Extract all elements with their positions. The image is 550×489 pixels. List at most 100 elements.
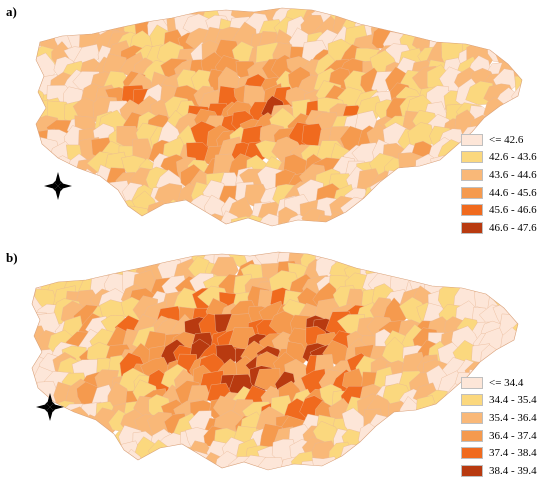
borough-polygon — [2, 434, 28, 462]
north-arrow-compass-icon — [36, 393, 64, 426]
borough-polygon — [36, 46, 38, 74]
borough-polygon — [495, 344, 518, 374]
borough-polygon — [48, 220, 78, 226]
borough-polygon — [32, 319, 35, 344]
borough-polygon — [428, 231, 451, 244]
borough-polygon — [6, 357, 32, 379]
legend-label: 37.4 - 38.4 — [489, 447, 537, 460]
borough-polygon — [372, 446, 398, 470]
borough-polygon — [190, 252, 214, 254]
borough-polygon — [4, 210, 32, 234]
borough-polygon — [59, 8, 88, 12]
legend-item: <= 34.4 — [461, 374, 537, 392]
borough-polygon — [157, 474, 183, 489]
borough-polygon — [120, 252, 143, 259]
borough-polygon — [73, 442, 105, 467]
borough-polygon — [212, 228, 241, 245]
borough-polygon — [32, 287, 33, 315]
borough-polygon — [341, 252, 370, 261]
borough-polygon — [510, 276, 518, 299]
borough-polygon — [143, 224, 169, 226]
borough-polygon — [260, 228, 283, 244]
borough-polygon — [107, 252, 134, 273]
borough-polygon — [383, 448, 413, 470]
borough-polygon — [390, 252, 415, 270]
borough-polygon — [275, 469, 301, 470]
borough-polygon — [11, 261, 32, 284]
borough-polygon — [121, 224, 148, 226]
legend-label: <= 42.6 — [489, 133, 524, 146]
borough-polygon — [76, 212, 104, 226]
borough-polygon — [117, 8, 141, 13]
borough-polygon — [90, 8, 118, 13]
borough-polygon — [511, 340, 518, 372]
borough-polygon — [110, 471, 133, 489]
borough-polygon — [510, 252, 518, 271]
borough-polygon — [341, 468, 368, 470]
borough-polygon — [328, 222, 351, 226]
borough-polygon — [460, 260, 484, 283]
borough-polygon — [91, 432, 120, 457]
legend-item: 43.6 - 44.6 — [461, 166, 537, 184]
borough-polygon — [501, 8, 522, 29]
legend-swatch — [461, 186, 483, 199]
legend-item: 35.4 - 36.4 — [461, 409, 537, 427]
borough-polygon — [180, 252, 203, 258]
borough-polygon — [48, 252, 75, 275]
borough-polygon — [375, 252, 402, 272]
borough-polygon — [371, 432, 397, 456]
borough-polygon — [36, 8, 46, 28]
map-outline — [31, 251, 519, 471]
borough-polygon — [457, 15, 486, 44]
borough-polygon — [469, 252, 497, 260]
borough-polygon — [136, 252, 159, 258]
borough-polygon — [39, 8, 64, 18]
borough-polygon — [35, 252, 64, 274]
borough-polygon — [32, 252, 44, 266]
borough-polygon — [418, 252, 444, 268]
borough-polygon — [524, 290, 548, 313]
borough-polygon — [528, 69, 550, 90]
borough-polygon — [76, 462, 100, 470]
borough-polygon — [36, 8, 44, 11]
borough-polygon — [412, 410, 439, 438]
borough-polygon — [422, 8, 451, 24]
borough-polygon — [492, 273, 518, 303]
borough-polygon — [404, 252, 430, 269]
borough-polygon — [51, 210, 79, 226]
legend-item: 38.4 - 39.4 — [461, 462, 537, 480]
borough-polygon — [5, 186, 30, 214]
borough-polygon — [399, 8, 425, 17]
borough-polygon — [36, 231, 63, 244]
borough-polygon — [242, 224, 274, 226]
borough-polygon — [32, 436, 58, 462]
legend-label: 46.6 - 47.6 — [489, 221, 537, 234]
borough-polygon — [413, 8, 441, 32]
borough-polygon — [355, 8, 388, 19]
borough-polygon — [394, 252, 424, 257]
legend-swatch — [461, 376, 483, 389]
legend-swatch — [461, 429, 483, 442]
borough-polygon — [32, 444, 46, 470]
borough-polygon — [372, 224, 400, 226]
borough-polygon — [356, 469, 383, 470]
borough-polygon — [75, 224, 104, 226]
borough-polygon — [159, 220, 190, 226]
borough-polygon — [32, 272, 35, 298]
legend-swatch — [461, 221, 483, 234]
borough-polygon — [240, 252, 266, 255]
borough-polygon — [38, 209, 64, 226]
borough-polygon — [32, 427, 47, 452]
borough-polygon — [387, 472, 408, 489]
borough-polygon — [524, 42, 550, 67]
borough-polygon — [427, 415, 455, 445]
borough-polygon — [386, 417, 413, 444]
borough-polygon — [495, 27, 521, 57]
borough-polygon — [468, 252, 496, 267]
borough-polygon — [5, 17, 34, 43]
borough-polygon — [94, 225, 117, 226]
borough-polygon — [74, 187, 103, 214]
borough-polygon — [376, 212, 400, 226]
borough-polygon — [409, 181, 440, 211]
borough-polygon — [373, 466, 399, 470]
